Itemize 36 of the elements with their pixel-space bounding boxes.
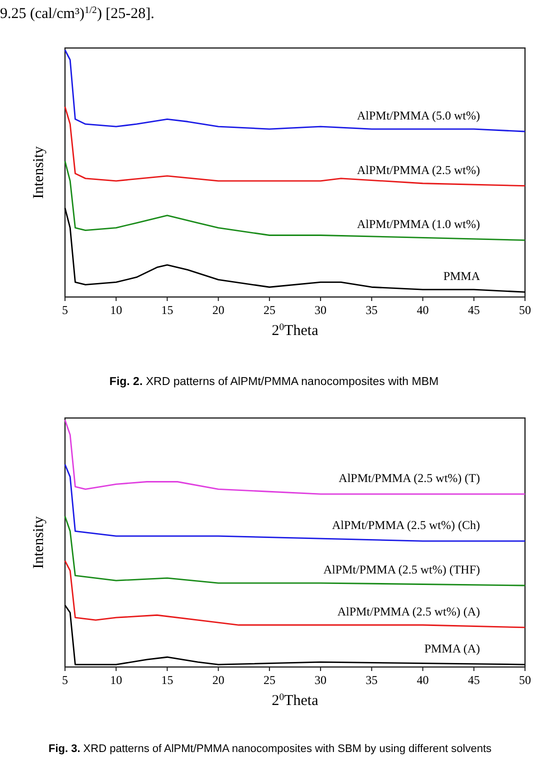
- x-tick-label: 40: [416, 673, 429, 687]
- x-tick-label: 25: [263, 673, 276, 687]
- series-label: PMMA: [443, 269, 480, 284]
- x-tick-label: 35: [366, 303, 378, 317]
- y-axis-title: Intensity: [31, 146, 47, 199]
- x-tick-label: 50: [519, 673, 531, 687]
- series-label: AlPMt/PMMA (2.5 wt%): [356, 162, 480, 177]
- x-tick-label: 45: [468, 303, 480, 317]
- x-axis-title: 2$^{0}$Theta: [272, 322, 319, 339]
- series-label: AlPMt/PMMA (2.5 wt%) (T): [338, 471, 480, 486]
- series-label: AlPMt/PMMA (2.5 wt%) (Ch): [332, 518, 480, 532]
- y-axis-title: Intensity: [31, 516, 47, 569]
- x-tick-label: 15: [161, 673, 174, 687]
- caption: Fig. 3. XRD patterns of AlPMt/PMMA nanocomposites with SBM by using different solvents: [48, 743, 492, 755]
- x-tick-label: 10: [110, 673, 122, 687]
- x-tick-label: 50: [519, 303, 531, 317]
- text: 9.25 (cal/cm³)$^{1/2}$) [25-28].: [0, 4, 154, 22]
- x-tick-label: 40: [416, 303, 429, 317]
- x-tick-label: 35: [366, 673, 378, 687]
- x-tick-label: 30: [314, 303, 327, 317]
- series-label: AlPMt/PMMA (1.0 wt%): [356, 217, 480, 232]
- series-label: AlPMt/PMMA (5.0 wt%): [356, 108, 480, 123]
- caption: Fig. 2. XRD patterns of AlPMt/PMMA nanocomposites with MBM: [109, 376, 439, 388]
- series-label: AlPMt/PMMA (2.5 wt%) (THF): [323, 562, 480, 576]
- x-tick-label: 20: [212, 303, 224, 317]
- x-tick-label: 10: [110, 303, 122, 317]
- x-tick-label: 5: [62, 673, 68, 687]
- x-tick-label: 15: [161, 303, 174, 317]
- x-tick-label: 45: [468, 673, 480, 687]
- x-tick-label: 5: [62, 303, 68, 317]
- x-axis-title: 2$^{0}$Theta: [272, 692, 319, 709]
- x-tick-label: 30: [314, 673, 327, 687]
- series-label: AlPMt/PMMA (2.5 wt%) (A): [337, 604, 480, 618]
- x-tick-label: 25: [263, 303, 276, 317]
- series-label: PMMA (A): [424, 642, 480, 656]
- x-tick-label: 20: [212, 673, 224, 687]
